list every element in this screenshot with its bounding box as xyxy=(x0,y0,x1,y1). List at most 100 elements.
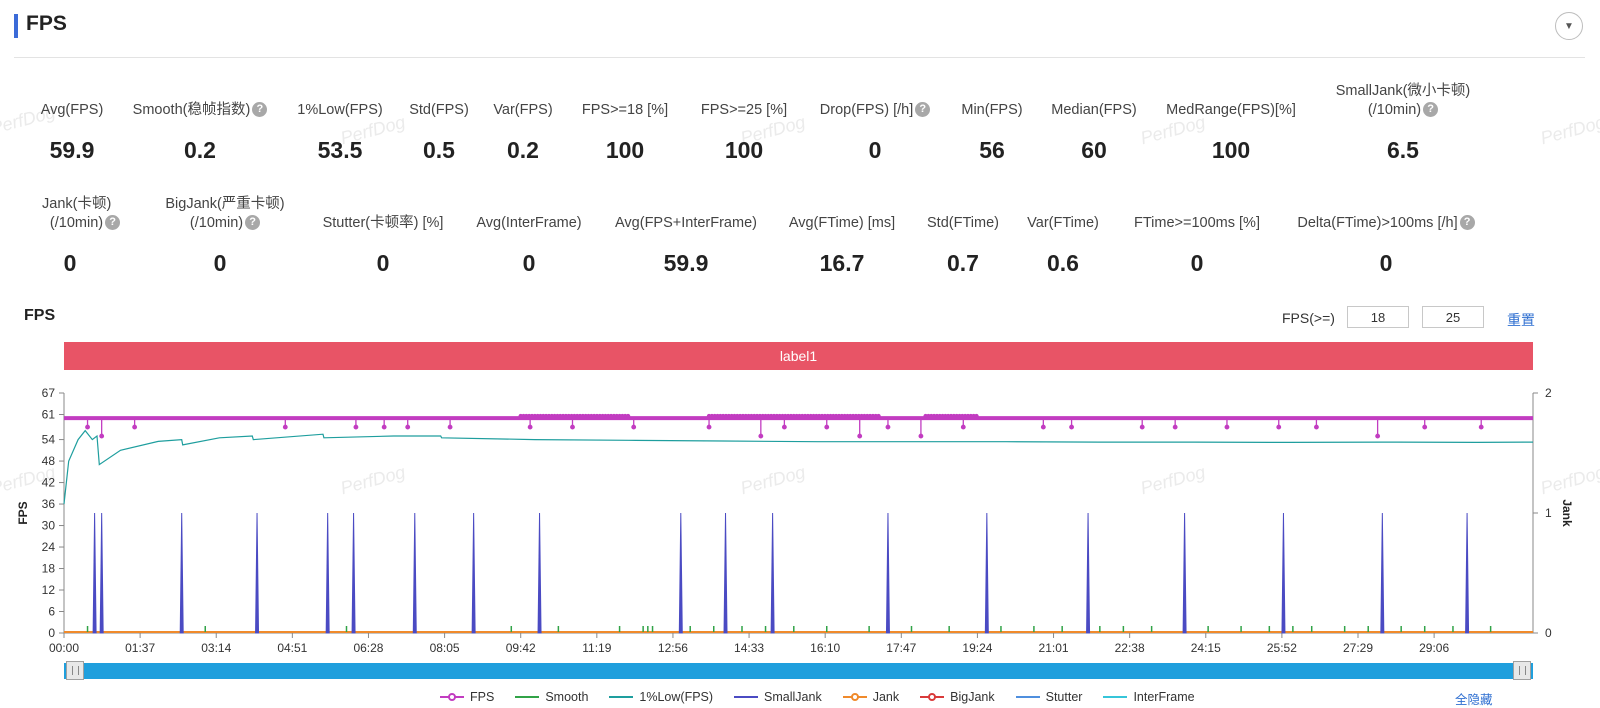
series-fps-point xyxy=(570,424,575,430)
y-tick-label: 0 xyxy=(48,626,55,640)
panel-title: FPS xyxy=(26,12,67,35)
metric-label: Std(FTime) xyxy=(927,215,999,231)
series-fps-point xyxy=(1172,424,1178,430)
help-icon[interactable]: ? xyxy=(245,214,261,230)
legend-item-smooth[interactable]: Smooth xyxy=(515,690,588,704)
metric-label: Var(FPS) xyxy=(493,102,553,118)
metric-value: 0 xyxy=(63,250,77,276)
series-smalljank-spike xyxy=(537,512,542,634)
x-tick-label: 01:37 xyxy=(125,641,155,655)
legend-item-stutter[interactable]: Stutter xyxy=(1015,690,1083,704)
x-tick-label: 11:19 xyxy=(582,641,611,655)
help-icon[interactable]: ? xyxy=(915,101,931,117)
help-icon[interactable]: ? xyxy=(252,101,268,117)
series-smalljank-spike xyxy=(678,512,683,634)
metric-value: 60 xyxy=(1081,137,1107,163)
metric-value: 59.9 xyxy=(49,137,95,163)
metric-label: Min(FPS) xyxy=(961,102,1023,118)
series-fps-point xyxy=(1478,424,1484,430)
legend-item-smalljank[interactable]: SmallJank xyxy=(734,690,822,704)
zoom-handle-left[interactable] xyxy=(66,661,84,680)
x-tick-label: 17:47 xyxy=(886,641,916,655)
metric-big-jank: BigJank(严重卡顿) (/10min)? 0 xyxy=(150,195,300,276)
series-fps-point xyxy=(824,424,830,430)
series-smalljank-spike xyxy=(723,512,728,634)
series-fps-point xyxy=(99,433,105,439)
panel-header: FPS ▼ xyxy=(0,0,1600,58)
series-smalljank-spike xyxy=(325,512,330,634)
legend-swatch-icon xyxy=(1103,691,1128,703)
series-smalljank-spike xyxy=(1380,512,1385,634)
legend-item-jank[interactable]: Jank xyxy=(842,690,899,704)
series-smalljank-spike xyxy=(92,512,97,634)
y2-tick-label: 2 xyxy=(1545,386,1552,400)
metric-value: 100 xyxy=(724,137,764,163)
metric-medrange-fps: MedRange(FPS)[%] 100 xyxy=(1161,101,1301,163)
help-icon[interactable]: ? xyxy=(105,214,121,230)
chart-title: FPS xyxy=(24,307,56,324)
metric-var-ftime: Var(FTime) 0.6 xyxy=(1020,214,1106,276)
legend-label: 1%Low(FPS) xyxy=(639,690,714,704)
series-fps-point xyxy=(132,424,138,430)
metric-label: FPS>=25 [%] xyxy=(700,102,788,118)
metric-drop-fps: Drop(FPS) [/h]? 0 xyxy=(810,101,940,163)
header-divider xyxy=(14,57,1585,58)
zoom-handle-right[interactable] xyxy=(1513,661,1531,680)
legend-label: FPS xyxy=(470,690,495,704)
x-tick-label: 00:00 xyxy=(49,641,79,655)
legend-item-bigjank[interactable]: BigJank xyxy=(920,690,995,704)
series-smalljank-spike xyxy=(99,512,104,634)
metric-value: 0.2 xyxy=(507,137,539,163)
metric-1pct-low: 1%Low(FPS) 53.5 xyxy=(290,101,390,163)
fps-threshold-high-input[interactable] xyxy=(1422,306,1484,328)
legend-item-interframe[interactable]: InterFrame xyxy=(1103,690,1195,704)
label-band[interactable]: label1 xyxy=(64,342,1533,370)
x-tick-label: 08:05 xyxy=(430,641,460,655)
y-tick-label: 36 xyxy=(42,497,56,511)
series-fps-point xyxy=(353,424,359,430)
y-tick-label: 61 xyxy=(42,407,56,421)
fps-threshold-label: FPS(>=) xyxy=(1282,310,1335,326)
legend-label: BigJank xyxy=(950,690,995,704)
series-smalljank-spike xyxy=(255,512,260,634)
metric-label: Avg(FTime) [ms] xyxy=(788,215,896,231)
legend-swatch-icon xyxy=(734,691,759,703)
metric-label: FPS>=18 [%] xyxy=(581,102,669,118)
metric-fps-ge-25: FPS>=25 [%] 100 xyxy=(694,101,794,163)
metric-avg-fps: Avg(FPS) 59.9 xyxy=(32,101,112,163)
series-fps-point xyxy=(885,424,891,430)
y-tick-label: 24 xyxy=(42,540,56,554)
zoom-scrollbar[interactable] xyxy=(64,663,1533,679)
series-fps-point xyxy=(631,424,637,430)
help-icon[interactable]: ? xyxy=(1459,214,1475,230)
legend-item-1-low-fps-[interactable]: 1%Low(FPS) xyxy=(609,690,713,704)
metric-label-unit: (/10min) xyxy=(1367,102,1422,118)
series-fps-point xyxy=(1375,433,1381,439)
help-icon[interactable]: ? xyxy=(1423,101,1439,117)
metric-std-fps: Std(FPS) 0.5 xyxy=(404,101,474,163)
metric-value: 0 xyxy=(522,250,536,276)
fps-threshold-low-input[interactable] xyxy=(1347,306,1409,328)
legend-swatch-icon xyxy=(609,691,634,703)
series-smalljank-spike xyxy=(885,512,890,634)
series-fps-point xyxy=(1139,424,1145,430)
series-fps-point xyxy=(857,433,863,439)
x-tick-label: 25:52 xyxy=(1267,641,1297,655)
legend-label: InterFrame xyxy=(1133,690,1195,704)
y-tick-label: 30 xyxy=(42,519,56,533)
x-tick-label: 24:15 xyxy=(1191,641,1221,655)
metric-small-jank: SmallJank(微小卡顿) (/10min)? 6.5 xyxy=(1318,82,1488,163)
collapse-button[interactable]: ▼ xyxy=(1555,12,1583,40)
y-axis-label: FPS xyxy=(16,501,30,524)
metric-stutter: Stutter(卡顿率) [%] 0 xyxy=(313,214,453,276)
reset-button[interactable]: 重置 xyxy=(1507,312,1535,328)
legend-label: Stutter xyxy=(1045,690,1083,704)
x-tick-label: 19:24 xyxy=(962,641,992,655)
metric-jank: Jank(卡顿) (/10min)? 0 xyxy=(30,195,140,276)
metric-smooth: Smooth(稳帧指数)? 0.2 xyxy=(126,101,274,163)
hide-all-button[interactable]: 全隐藏 xyxy=(1455,693,1493,707)
legend-item-fps[interactable]: FPS xyxy=(440,690,494,704)
metric-value: 0.5 xyxy=(423,137,455,163)
metric-median-fps: Median(FPS) 60 xyxy=(1044,101,1144,163)
